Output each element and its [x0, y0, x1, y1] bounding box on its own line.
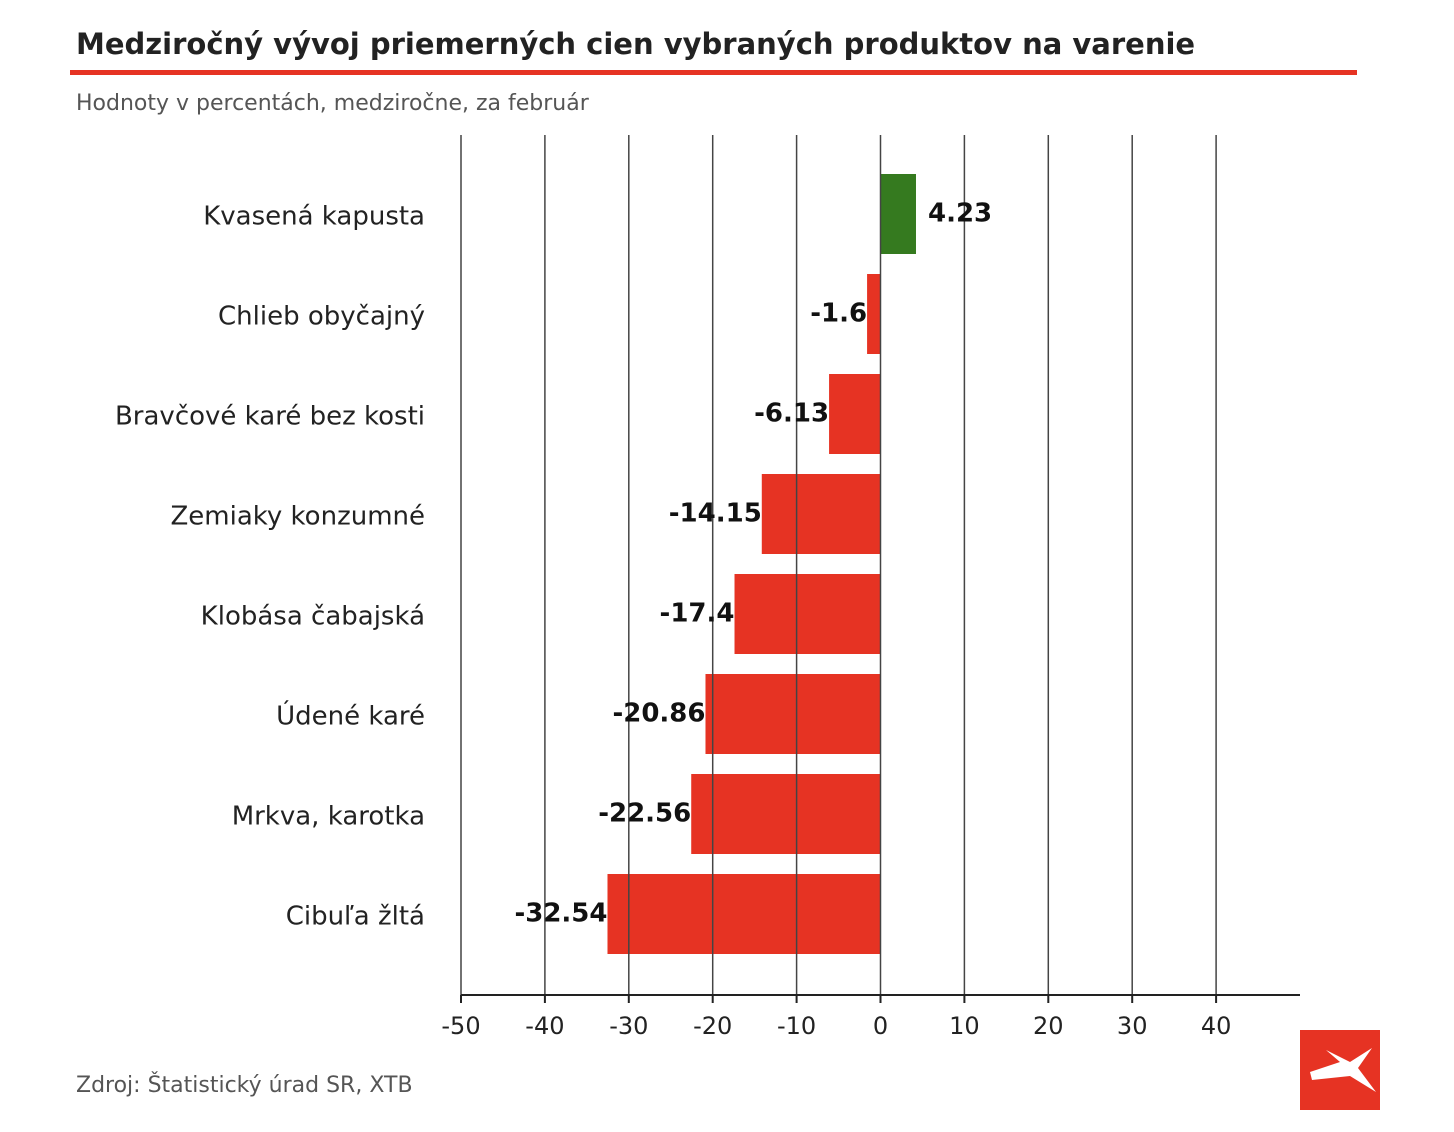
x-tick-label: 0	[873, 1012, 888, 1040]
y-tick-label: Zemiaky konzumné	[170, 502, 425, 532]
x-tick-label: -40	[525, 1012, 564, 1040]
y-tick-label: Kvasená kapusta	[203, 202, 425, 232]
x-tick-label: -50	[441, 1012, 480, 1040]
bar	[705, 674, 881, 754]
x-tick-label: -30	[609, 1012, 648, 1040]
y-tick-label: Bravčové karé bez kosti	[115, 402, 425, 432]
x-tick-label: 30	[1117, 1012, 1148, 1040]
data-label: 4.23	[928, 199, 992, 229]
x-tick-label: -20	[693, 1012, 732, 1040]
data-label: -22.56	[598, 799, 691, 829]
bar	[761, 474, 881, 554]
title-rule	[70, 70, 1357, 75]
bar	[829, 374, 881, 454]
logo	[1300, 1030, 1380, 1110]
data-label: -20.86	[612, 699, 705, 729]
y-tick-label: Mrkva, karotka	[232, 802, 425, 832]
y-tick-label: Klobása čabajská	[201, 602, 425, 632]
bar	[691, 774, 881, 854]
x-tick-label: -10	[777, 1012, 816, 1040]
x-tick-label: 40	[1201, 1012, 1232, 1040]
x-tick-label: 20	[1033, 1012, 1064, 1040]
bar	[867, 274, 881, 354]
data-label: -1.6	[810, 299, 867, 329]
bar	[607, 874, 881, 954]
bar	[734, 574, 881, 654]
data-label: -6.13	[754, 399, 829, 429]
bar	[880, 174, 916, 254]
x-tick-label: 10	[949, 1012, 980, 1040]
y-tick-label: Chlieb obyčajný	[218, 302, 425, 332]
y-tick-label: Cibuľa žltá	[286, 902, 425, 932]
data-label: -17.4	[660, 599, 735, 629]
chart-title: Medziročný vývoj priemerných cien vybran…	[76, 27, 1195, 61]
data-label: -14.15	[669, 499, 762, 529]
source-note: Zdroj: Štatistický úrad SR, XTB	[76, 1072, 413, 1098]
y-tick-label: Údené karé	[276, 700, 425, 732]
data-label: -32.54	[514, 899, 607, 929]
chart-subtitle: Hodnoty v percentách, medziročne, za feb…	[76, 91, 590, 116]
